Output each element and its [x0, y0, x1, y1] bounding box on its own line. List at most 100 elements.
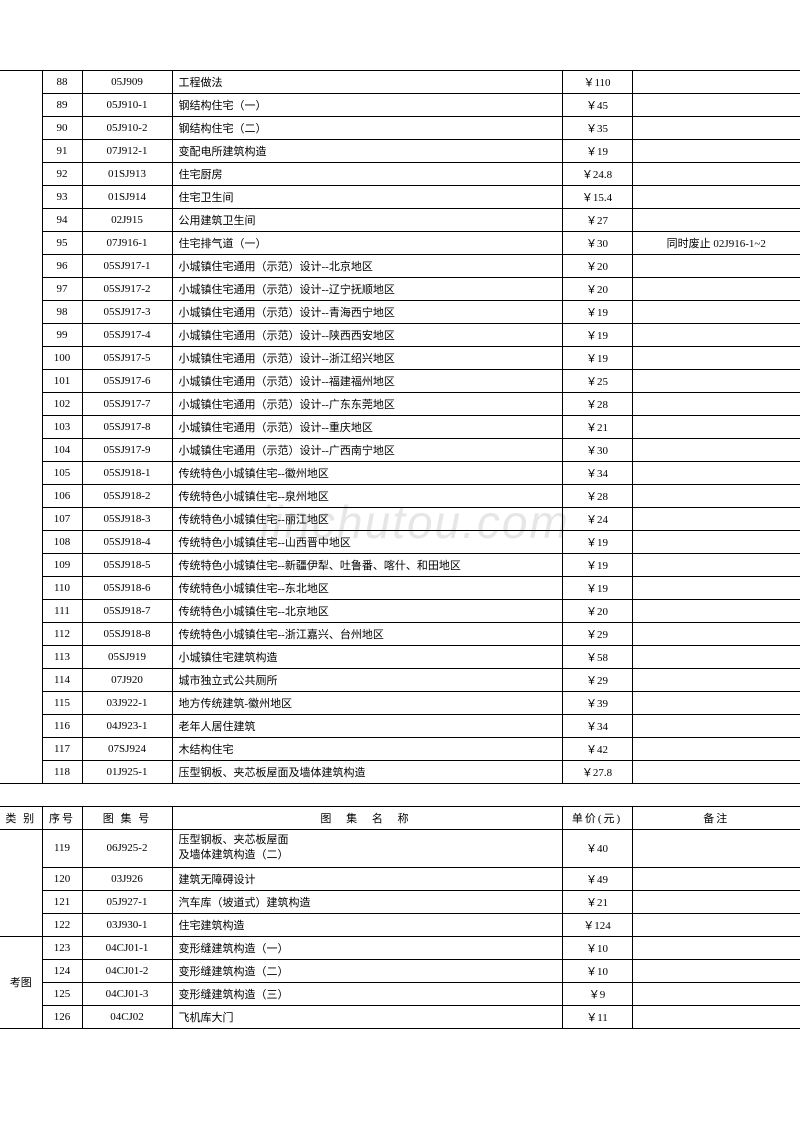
header-cell: 序号 [42, 807, 82, 830]
cell-idx: 102 [42, 393, 82, 416]
cell-name: 小城镇住宅通用（示范）设计--重庆地区 [172, 416, 562, 439]
cell-idx: 126 [42, 1005, 82, 1028]
cell-name: 小城镇住宅通用（示范）设计--辽宁抚顺地区 [172, 278, 562, 301]
table-row: 12003J926建筑无障碍设计￥49 [0, 867, 800, 890]
cell-price: ￥19 [562, 347, 632, 370]
table-row: 10305SJ917-8小城镇住宅通用（示范）设计--重庆地区￥21 [0, 416, 800, 439]
cell-idx: 88 [42, 71, 82, 94]
table-row: 10805SJ918-4传统特色小城镇住宅--山西晋中地区￥19 [0, 531, 800, 554]
cell-name: 传统特色小城镇住宅--泉州地区 [172, 485, 562, 508]
cell-name: 公用建筑卫生间 [172, 209, 562, 232]
table-row: 10705SJ918-3传统特色小城镇住宅--丽江地区￥24 [0, 508, 800, 531]
cell-idx: 116 [42, 715, 82, 738]
cell-note [632, 347, 800, 370]
table-row: 11801J925-1压型钢板、夹芯板屋面及墙体建筑构造￥27.8 [0, 761, 800, 784]
category-cell-blank [0, 830, 42, 937]
cell-price: ￥19 [562, 554, 632, 577]
cell-name: 小城镇住宅通用（示范）设计--福建福州地区 [172, 370, 562, 393]
table-row: 8805J909工程做法￥110 [0, 71, 800, 94]
cell-name: 地方传统建筑-徽州地区 [172, 692, 562, 715]
table-header-row: 类 别序号图 集 号图 集 名 称单价(元)备注 [0, 807, 800, 830]
cell-idx: 94 [42, 209, 82, 232]
table-row: 9005J910-2钢结构住宅（二）￥35 [0, 117, 800, 140]
cell-code: 02J915 [82, 209, 172, 232]
cell-price: ￥21 [562, 416, 632, 439]
cell-code: 05SJ918-1 [82, 462, 172, 485]
table-row: 9402J915公用建筑卫生间￥27 [0, 209, 800, 232]
cell-price: ￥30 [562, 232, 632, 255]
table-row: 10905SJ918-5传统特色小城镇住宅--新疆伊犁、吐鲁番、喀什、和田地区￥… [0, 554, 800, 577]
cell-idx: 92 [42, 163, 82, 186]
cell-code: 05SJ917-8 [82, 416, 172, 439]
cell-name: 变形缝建筑构造（三） [172, 982, 562, 1005]
cell-name: 传统特色小城镇住宅--新疆伊犁、吐鲁番、喀什、和田地区 [172, 554, 562, 577]
table-row: 8905J910-1钢结构住宅（一）￥45 [0, 94, 800, 117]
table-row: 12105J927-1汽车库（坡道式）建筑构造￥21 [0, 890, 800, 913]
cell-idx: 101 [42, 370, 82, 393]
cell-note [632, 186, 800, 209]
table-row: 10505SJ918-1传统特色小城镇住宅--徽州地区￥34 [0, 462, 800, 485]
cell-code: 05SJ919 [82, 646, 172, 669]
cell-idx: 125 [42, 982, 82, 1005]
table-row: 12404CJ01-2变形缝建筑构造（二）￥10 [0, 959, 800, 982]
cell-price: ￥19 [562, 324, 632, 347]
cell-idx: 113 [42, 646, 82, 669]
cell-note [632, 830, 800, 868]
table-row: 11105SJ918-7传统特色小城镇住宅--北京地区￥20 [0, 600, 800, 623]
table-row: 9301SJ914住宅卫生间￥15.4 [0, 186, 800, 209]
cell-name: 钢结构住宅（二） [172, 117, 562, 140]
table-row: 11205SJ918-8传统特色小城镇住宅--浙江嘉兴、台州地区￥29 [0, 623, 800, 646]
cell-name: 变形缝建筑构造（一） [172, 936, 562, 959]
cell-price: ￥19 [562, 301, 632, 324]
cell-name: 工程做法 [172, 71, 562, 94]
cell-price: ￥19 [562, 577, 632, 600]
table-row: 9805SJ917-3小城镇住宅通用（示范）设计--青海西宁地区￥19 [0, 301, 800, 324]
cell-code: 05SJ917-1 [82, 255, 172, 278]
cell-note [632, 163, 800, 186]
cell-code: 05SJ917-6 [82, 370, 172, 393]
cell-price: ￥15.4 [562, 186, 632, 209]
cell-note [632, 324, 800, 347]
cell-name: 住宅建筑构造 [172, 913, 562, 936]
cell-code: 03J922-1 [82, 692, 172, 715]
cell-price: ￥27.8 [562, 761, 632, 784]
cell-price: ￥34 [562, 462, 632, 485]
cell-name: 传统特色小城镇住宅--山西晋中地区 [172, 531, 562, 554]
cell-name: 小城镇住宅通用（示范）设计--北京地区 [172, 255, 562, 278]
cell-idx: 109 [42, 554, 82, 577]
cell-code: 05SJ918-7 [82, 600, 172, 623]
table-row: 11407J920城市独立式公共厕所￥29 [0, 669, 800, 692]
cell-idx: 121 [42, 890, 82, 913]
cell-price: ￥24 [562, 508, 632, 531]
cell-note [632, 867, 800, 890]
cell-price: ￥35 [562, 117, 632, 140]
table-row: 12504CJ01-3变形缝建筑构造（三）￥9 [0, 982, 800, 1005]
cell-idx: 122 [42, 913, 82, 936]
cell-code: 05J910-2 [82, 117, 172, 140]
header-cell: 图 集 号 [82, 807, 172, 830]
cell-price: ￥19 [562, 140, 632, 163]
table-row: 10605SJ918-2传统特色小城镇住宅--泉州地区￥28 [0, 485, 800, 508]
cell-name: 住宅排气道（一） [172, 232, 562, 255]
cell-note [632, 393, 800, 416]
data-table-1: 8805J909工程做法￥1108905J910-1钢结构住宅（一）￥45900… [0, 70, 800, 784]
cell-note [632, 508, 800, 531]
cell-code: 05SJ918-2 [82, 485, 172, 508]
cell-code: 07J920 [82, 669, 172, 692]
cell-code: 05J910-1 [82, 94, 172, 117]
cell-price: ￥49 [562, 867, 632, 890]
table-row: 11503J922-1地方传统建筑-徽州地区￥39 [0, 692, 800, 715]
cell-code: 07SJ924 [82, 738, 172, 761]
header-cell: 备注 [632, 807, 800, 830]
cell-price: ￥19 [562, 531, 632, 554]
cell-price: ￥39 [562, 692, 632, 715]
cell-name: 压型钢板、夹芯板屋面及墙体建筑构造 [172, 761, 562, 784]
cell-note [632, 439, 800, 462]
cell-idx: 99 [42, 324, 82, 347]
data-table-2: 类 别序号图 集 号图 集 名 称单价(元)备注11906J925-2压型钢板、… [0, 806, 800, 1029]
cell-name: 传统特色小城镇住宅--东北地区 [172, 577, 562, 600]
table-row: 11604J923-1老年人居住建筑￥34 [0, 715, 800, 738]
cell-note [632, 71, 800, 94]
cell-idx: 98 [42, 301, 82, 324]
cell-idx: 107 [42, 508, 82, 531]
